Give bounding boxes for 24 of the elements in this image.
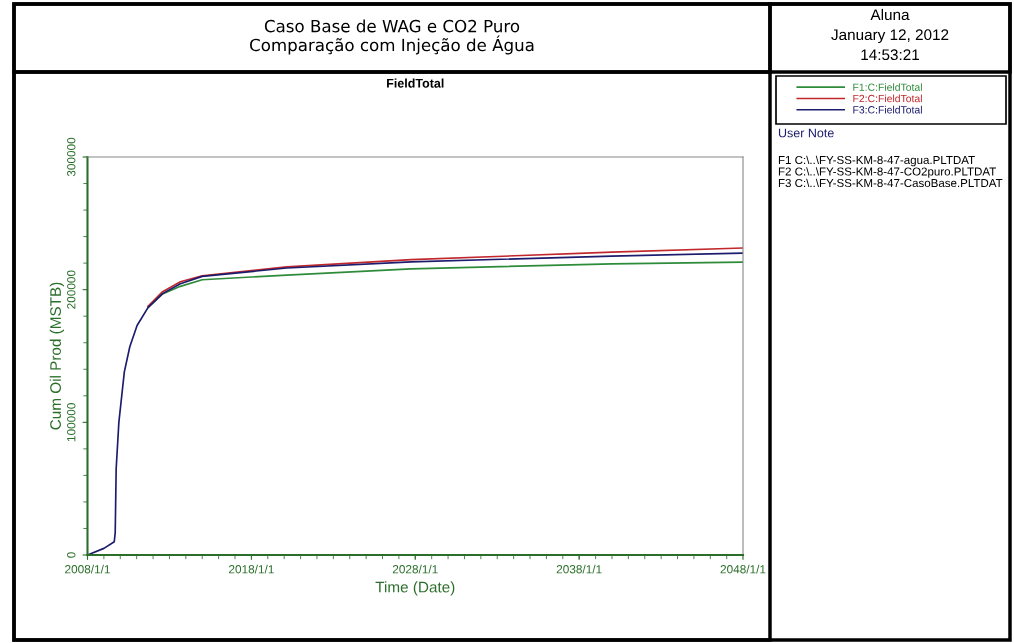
text: F2 C:\..\FY-SS-KM-8-47-CO2puro.PLTDAT [778,167,996,178]
x-tick-label: 2048/1/1 [720,564,766,574]
text: F1 C:\..\FY-SS-KM-8-47-agua.PLTDAT [778,155,975,167]
chart-subtitle: FieldTotal [387,78,444,88]
y-tick-label: 200000 [67,270,76,309]
chart-title: Caso Base de WAG e CO2 Puro Comparação com Injeção de Água [250,19,534,55]
x-axis-title: Time (Date) [375,581,455,596]
legend-label: F1:C:FieldTotal [853,83,922,91]
x-tick-label: 2038/1/1 [556,564,602,574]
legend-label: F3:C:FieldTotal [853,105,922,114]
legend-label: F2:C:FieldTotal [853,94,922,103]
y-axis-title: Cum Oil Prod (MSTB) [49,282,64,430]
x-tick-label: 2028/1/1 [392,564,438,574]
y-tick-label: 0 [67,552,76,558]
y-tick-label: 100000 [67,403,76,442]
line-series [147,247,743,308]
text: F3 C:\..\FY-SS-KM-8-47-CasoBase.PLTDAT [778,178,1003,188]
text: User Note [778,128,834,138]
x-tick-label: 2018/1/1 [229,564,274,574]
y-tick-label: 300000 [67,137,76,177]
text: Aluna [870,8,910,21]
text: 14:53:21 [861,49,919,61]
x-tick-label: 2008/1/1 [65,564,110,574]
text: January 12, 2012 [831,29,949,44]
